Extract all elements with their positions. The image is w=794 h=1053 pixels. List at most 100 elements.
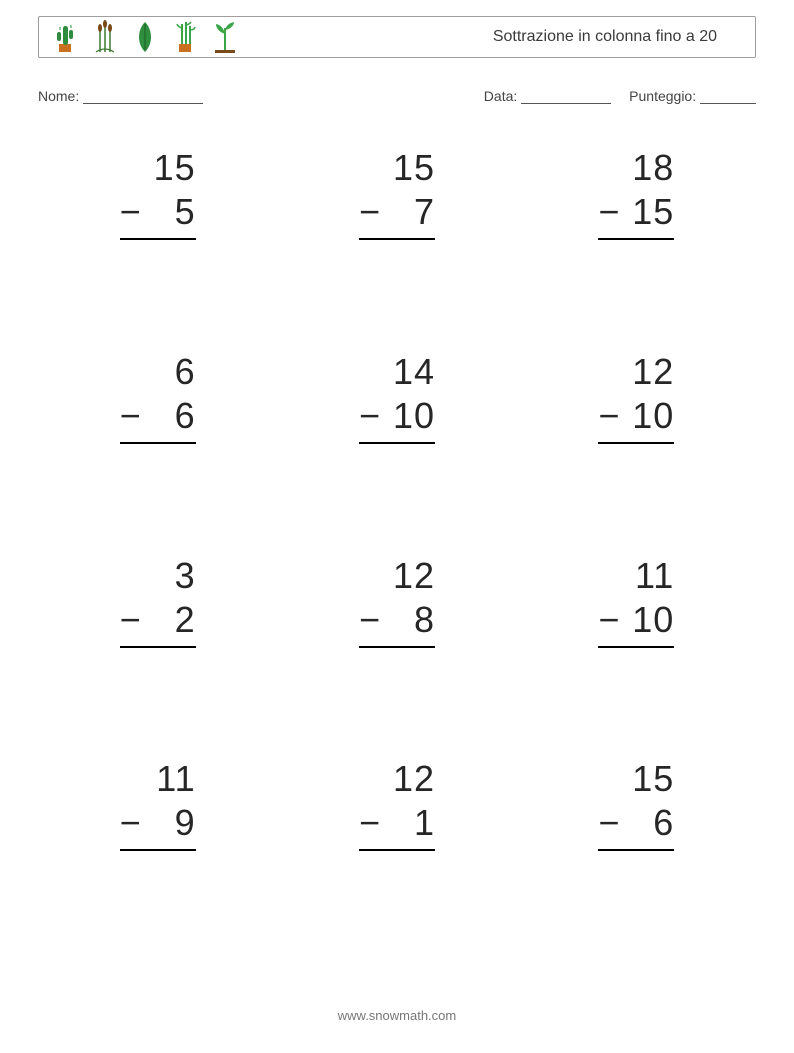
plant-cactus-icon — [51, 20, 79, 54]
date-field: Data: — [484, 88, 611, 104]
subtrahend-row: − 1 — [359, 801, 435, 845]
answer-rule — [120, 849, 196, 887]
minuend-value: 12 — [381, 554, 435, 598]
plant-reeds-icon — [91, 20, 119, 54]
minuend-value: 18 — [620, 146, 674, 190]
problem-cell: 12− 1 — [277, 749, 516, 953]
subtraction-stack: 14−10 — [359, 350, 435, 480]
minus-operator: − — [598, 394, 620, 438]
subtrahend-row: − 5 — [120, 190, 196, 234]
minuend-row: 15 — [359, 146, 435, 190]
answer-rule — [598, 442, 674, 480]
problem-cell: 15− 6 — [517, 749, 756, 953]
minus-operator: − — [598, 801, 620, 845]
operator-spacer — [120, 146, 142, 190]
problem-cell: 15− 5 — [38, 138, 277, 342]
subtrahend-value: 10 — [381, 394, 435, 438]
operator-spacer — [120, 350, 142, 394]
minuend-row: 12 — [359, 554, 435, 598]
subtrahend-row: −15 — [598, 190, 674, 234]
answer-rule — [120, 442, 196, 480]
info-row: Nome: Data: Punteggio: — [38, 88, 756, 104]
name-field: Nome: — [38, 88, 203, 104]
answer-rule — [359, 849, 435, 887]
subtrahend-value: 10 — [620, 598, 674, 642]
minus-operator: − — [120, 190, 142, 234]
subtrahend-value: 2 — [142, 598, 196, 642]
problems-grid: 15− 515− 718−156−614−1012−103−212− 811−1… — [38, 138, 756, 953]
problem-cell: 18−15 — [517, 138, 756, 342]
minus-operator: − — [598, 190, 620, 234]
operator-spacer — [359, 146, 381, 190]
subtrahend-value: 6 — [620, 801, 674, 845]
subtrahend-value: 1 — [381, 801, 435, 845]
problem-cell: 11−10 — [517, 546, 756, 750]
minuend-row: 14 — [359, 350, 435, 394]
minuend-row: 6 — [120, 350, 196, 394]
answer-rule — [120, 238, 196, 276]
minus-operator: − — [359, 801, 381, 845]
minuend-value: 14 — [381, 350, 435, 394]
subtrahend-value: 6 — [142, 394, 196, 438]
problem-cell: 15− 7 — [277, 138, 516, 342]
minus-operator: − — [120, 801, 142, 845]
score-label: Punteggio: — [629, 88, 696, 104]
subtraction-stack: 11− 9 — [120, 757, 196, 887]
subtrahend-row: −10 — [359, 394, 435, 438]
problem-cell: 11− 9 — [38, 749, 277, 953]
subtrahend-row: − 8 — [359, 598, 435, 642]
problem-cell: 6−6 — [38, 342, 277, 546]
minuend-row: 12 — [359, 757, 435, 801]
minuend-value: 11 — [142, 757, 196, 801]
subtrahend-row: − 9 — [120, 801, 196, 845]
operator-spacer — [598, 554, 620, 598]
minus-operator: − — [359, 394, 381, 438]
answer-rule — [598, 849, 674, 887]
subtraction-stack: 12− 8 — [359, 554, 435, 684]
score-blank — [700, 89, 756, 104]
minuend-value: 15 — [381, 146, 435, 190]
operator-spacer — [359, 350, 381, 394]
operator-spacer — [598, 757, 620, 801]
subtrahend-value: 10 — [620, 394, 674, 438]
subtraction-stack: 6−6 — [120, 350, 196, 480]
name-blank — [83, 89, 203, 104]
plant-bamboo-icon — [171, 20, 199, 54]
subtraction-stack: 12−10 — [598, 350, 674, 480]
header-bar: Sottrazione in colonna fino a 20 — [38, 16, 756, 58]
subtraction-stack: 12− 1 — [359, 757, 435, 887]
answer-rule — [359, 646, 435, 684]
answer-rule — [359, 442, 435, 480]
problem-cell: 3−2 — [38, 546, 277, 750]
subtrahend-row: − 7 — [359, 190, 435, 234]
subtrahend-row: −10 — [598, 394, 674, 438]
date-label: Data: — [484, 88, 517, 104]
subtraction-stack: 15− 7 — [359, 146, 435, 276]
problem-cell: 12− 8 — [277, 546, 516, 750]
subtrahend-value: 7 — [381, 190, 435, 234]
subtrahend-row: −10 — [598, 598, 674, 642]
subtrahend-value: 15 — [620, 190, 674, 234]
minus-operator: − — [359, 598, 381, 642]
subtrahend-value: 5 — [142, 190, 196, 234]
minuend-value: 11 — [620, 554, 674, 598]
problem-cell: 14−10 — [277, 342, 516, 546]
subtraction-stack: 18−15 — [598, 146, 674, 276]
answer-rule — [120, 646, 196, 684]
minuend-row: 18 — [598, 146, 674, 190]
operator-spacer — [120, 554, 142, 598]
minuend-row: 15 — [120, 146, 196, 190]
subtraction-stack: 15− 5 — [120, 146, 196, 276]
subtrahend-value: 8 — [381, 598, 435, 642]
date-blank — [521, 89, 611, 104]
answer-rule — [359, 238, 435, 276]
minuend-row: 12 — [598, 350, 674, 394]
minuend-value: 15 — [620, 757, 674, 801]
operator-spacer — [359, 554, 381, 598]
worksheet-title: Sottrazione in colonna fino a 20 — [493, 28, 743, 46]
minuend-value: 12 — [381, 757, 435, 801]
score-field: Punteggio: — [629, 88, 756, 104]
plant-leaf-icon — [131, 20, 159, 54]
subtraction-stack: 11−10 — [598, 554, 674, 684]
minuend-value: 6 — [142, 350, 196, 394]
